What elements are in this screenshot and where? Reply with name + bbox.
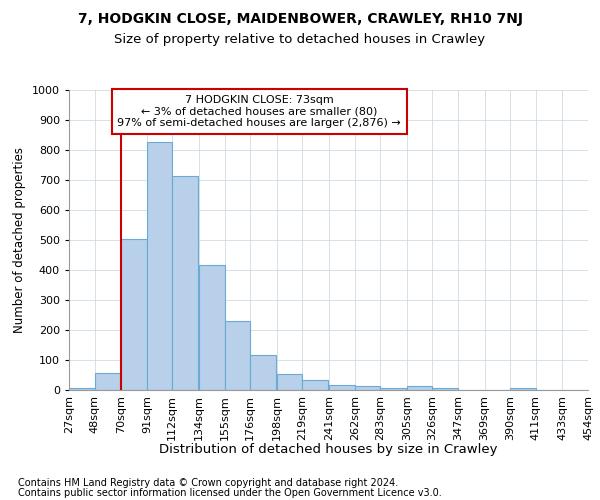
Text: 7 HODGKIN CLOSE: 73sqm
← 3% of detached houses are smaller (80)
97% of semi-deta: 7 HODGKIN CLOSE: 73sqm ← 3% of detached …: [118, 95, 401, 128]
Bar: [510, 388, 536, 390]
Bar: [277, 374, 302, 390]
Y-axis label: Number of detached properties: Number of detached properties: [13, 147, 26, 333]
Bar: [355, 386, 380, 390]
Bar: [95, 373, 120, 390]
Bar: [147, 142, 172, 390]
Bar: [302, 380, 328, 390]
Bar: [407, 386, 433, 390]
Bar: [172, 176, 198, 390]
Bar: [329, 385, 355, 390]
Bar: [250, 355, 275, 390]
Text: 7, HODGKIN CLOSE, MAIDENBOWER, CRAWLEY, RH10 7NJ: 7, HODGKIN CLOSE, MAIDENBOWER, CRAWLEY, …: [77, 12, 523, 26]
X-axis label: Distribution of detached houses by size in Crawley: Distribution of detached houses by size …: [159, 442, 498, 456]
Bar: [433, 388, 458, 390]
Bar: [121, 239, 147, 390]
Bar: [69, 388, 95, 390]
Bar: [380, 388, 406, 390]
Bar: [199, 264, 224, 390]
Text: Contains HM Land Registry data © Crown copyright and database right 2024.: Contains HM Land Registry data © Crown c…: [18, 478, 398, 488]
Bar: [224, 321, 250, 390]
Text: Contains public sector information licensed under the Open Government Licence v3: Contains public sector information licen…: [18, 488, 442, 498]
Text: Size of property relative to detached houses in Crawley: Size of property relative to detached ho…: [115, 32, 485, 46]
